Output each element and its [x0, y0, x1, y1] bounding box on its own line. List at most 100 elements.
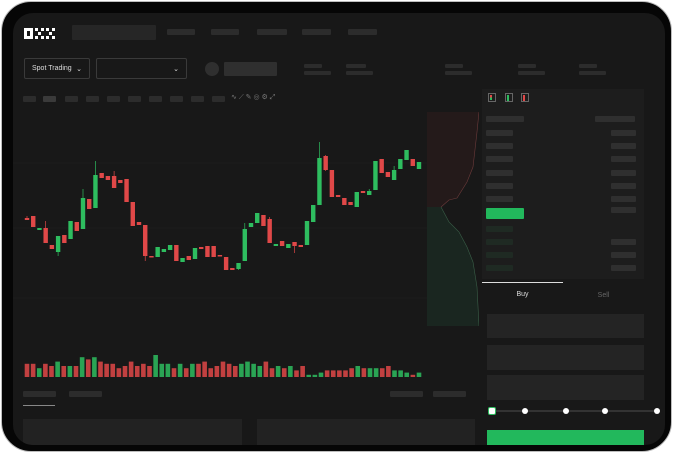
- volume-bar: [190, 363, 195, 377]
- buy-button[interactable]: [487, 430, 644, 445]
- timeframe-option[interactable]: [191, 96, 204, 102]
- candle-up: [311, 205, 316, 222]
- timeframe-option[interactable]: [170, 96, 183, 102]
- nav-item[interactable]: [211, 29, 239, 35]
- volume-bar: [24, 363, 30, 377]
- orderbook-both-icon[interactable]: [488, 93, 496, 102]
- nav-item[interactable]: [167, 29, 195, 35]
- volume-bar: [275, 366, 281, 377]
- candle-down: [105, 176, 111, 180]
- ask-price: [486, 196, 513, 202]
- search-bar[interactable]: [72, 25, 156, 40]
- bottom-tab[interactable]: [23, 391, 56, 397]
- candle-up: [37, 228, 42, 230]
- tab-buy[interactable]: Buy: [516, 291, 529, 298]
- candle-down: [143, 225, 148, 256]
- volume-bar: [281, 368, 287, 377]
- line-tool-icon[interactable]: ⟋: [238, 94, 246, 101]
- volume-bar: [398, 370, 403, 377]
- slider-stop[interactable]: [602, 408, 608, 414]
- timeframe-option[interactable]: [86, 96, 99, 102]
- tab-sell[interactable]: Sell: [597, 292, 610, 299]
- slider-track[interactable]: [491, 410, 657, 412]
- total-input[interactable]: [487, 375, 644, 400]
- candle-down: [186, 256, 191, 260]
- timeframe-option[interactable]: [43, 96, 56, 102]
- volume-bar: [98, 361, 103, 377]
- volume-bar: [153, 355, 158, 377]
- candle-up: [248, 223, 254, 227]
- candle-up: [304, 221, 310, 245]
- header-label: [486, 116, 524, 122]
- candle-up: [255, 213, 260, 223]
- volume-bar: [208, 368, 214, 377]
- slider-stop[interactable]: [522, 408, 528, 414]
- timeframe-option[interactable]: [107, 96, 120, 102]
- app-screen: Spot Trading ⌄ ⌄ ∿ ⟋ ✎ ◎ ⚙ ⤢ Buy: [13, 13, 665, 445]
- ask-price: [486, 183, 513, 189]
- volume-bar: [177, 363, 183, 377]
- candle-down: [111, 176, 117, 188]
- fullscreen-icon[interactable]: ⤢: [269, 94, 276, 101]
- slider-handle[interactable]: [488, 407, 496, 415]
- candle-down: [385, 172, 391, 177]
- timeframe-option[interactable]: [149, 96, 162, 102]
- timeframe-option[interactable]: [23, 96, 36, 102]
- volume-bar: [202, 361, 207, 377]
- timeframe-option[interactable]: [128, 96, 141, 102]
- bottom-action[interactable]: [433, 391, 466, 397]
- indicator-icon[interactable]: ∿: [231, 94, 239, 101]
- nav-item[interactable]: [348, 29, 377, 35]
- candle-down: [43, 228, 48, 243]
- ask-price: [486, 130, 513, 136]
- nav-item[interactable]: [302, 29, 331, 35]
- candle-down: [62, 235, 67, 243]
- timeframe-option[interactable]: [212, 96, 225, 102]
- pencil-icon[interactable]: ✎: [245, 94, 254, 101]
- volume-bar: [324, 370, 330, 377]
- volume-bar: [214, 366, 220, 377]
- candle-down: [217, 255, 223, 257]
- last-price-button[interactable]: [486, 208, 524, 219]
- volume-bar: [355, 366, 361, 377]
- target-icon[interactable]: ◎: [253, 94, 262, 101]
- pair-select[interactable]: ⌄: [96, 58, 187, 79]
- ask-size: [611, 207, 636, 213]
- candlestick-chart[interactable]: [13, 108, 428, 383]
- orderbook-bids-icon[interactable]: [505, 93, 513, 102]
- timeframe-option[interactable]: [65, 96, 78, 102]
- slider-stop[interactable]: [563, 408, 569, 414]
- volume-bar: [92, 357, 97, 377]
- candle-down: [149, 256, 154, 258]
- market-select[interactable]: Spot Trading ⌄: [24, 58, 90, 79]
- stat-value: [579, 71, 606, 75]
- stat-label: [445, 64, 463, 68]
- candle-down: [323, 156, 328, 170]
- candle-down: [279, 241, 285, 246]
- orderbook-asks-icon[interactable]: [521, 93, 529, 102]
- nav-item[interactable]: [257, 29, 287, 35]
- volume-bar: [104, 363, 109, 377]
- volume-bar: [141, 363, 146, 377]
- amount-input[interactable]: [487, 345, 644, 370]
- settings-icon[interactable]: ⚙: [261, 94, 270, 101]
- volume-bar: [312, 374, 318, 377]
- candle-down: [223, 257, 229, 270]
- stat-label: [579, 64, 597, 68]
- volume-bar: [379, 368, 385, 377]
- candle-up: [155, 247, 160, 257]
- volume-bar: [251, 363, 256, 377]
- candle-up: [167, 245, 173, 250]
- candle-down: [335, 195, 341, 197]
- ask-size: [611, 183, 636, 189]
- price-input[interactable]: [487, 314, 644, 338]
- coin-icon: [205, 62, 219, 76]
- slider-stop[interactable]: [654, 408, 660, 414]
- volume-bar: [79, 357, 85, 377]
- bottom-action[interactable]: [390, 391, 423, 397]
- candle-up: [273, 244, 279, 246]
- tab-underline: [482, 282, 563, 283]
- bid-price: [486, 239, 513, 245]
- volume-bar: [373, 368, 379, 377]
- bottom-tab[interactable]: [69, 391, 102, 397]
